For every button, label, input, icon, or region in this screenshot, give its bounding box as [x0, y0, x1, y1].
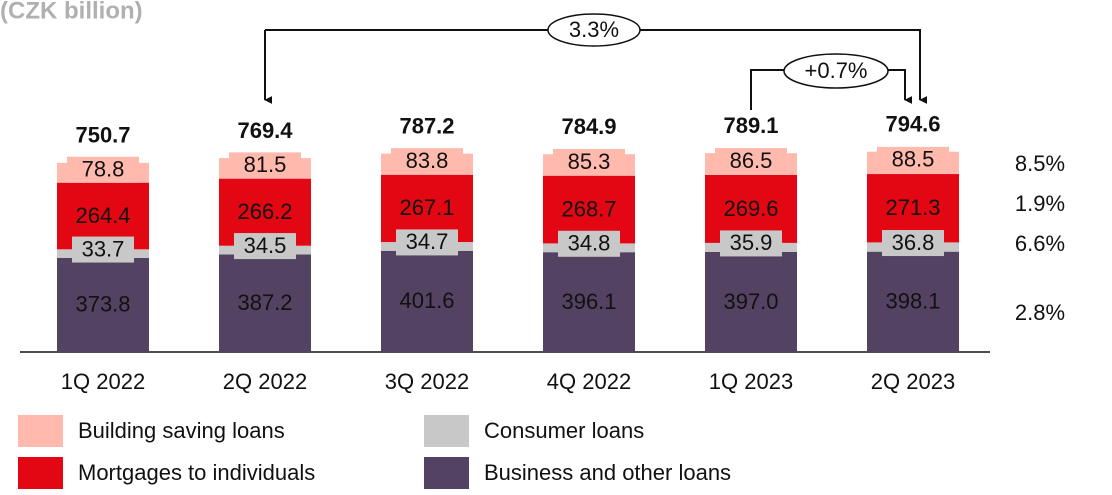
x-tick-label: 2Q 2023: [871, 369, 955, 394]
label-box: [882, 230, 944, 257]
label-box: [391, 148, 463, 175]
legend-swatch: [18, 457, 63, 489]
label-box: [72, 236, 134, 263]
total-label: 789.1: [723, 113, 778, 138]
chart-title: (CZK billion): [0, 0, 143, 24]
value-label: 387.2: [237, 290, 292, 315]
label-box: [396, 229, 458, 256]
label-box: [553, 148, 625, 175]
value-label: 34.7: [406, 229, 449, 254]
value-label: 268.7: [561, 196, 616, 221]
value-label: 35.9: [730, 230, 773, 255]
x-tick-label: 3Q 2022: [385, 369, 469, 394]
legend-label: Consumer loans: [484, 418, 644, 443]
legend-swatch: [424, 415, 469, 447]
legend-swatch: [18, 415, 63, 447]
total-label: 787.2: [399, 113, 454, 138]
value-label: 34.5: [244, 233, 287, 258]
bar-segment: [57, 257, 149, 352]
value-label: 264.4: [75, 203, 130, 228]
value-label: 36.8: [892, 230, 935, 255]
label-box: [877, 146, 949, 173]
value-label: 373.8: [75, 292, 130, 317]
change-label: 8.5%: [1015, 151, 1065, 176]
legend-label: Business and other loans: [484, 460, 731, 485]
arrow: [265, 29, 928, 104]
legend-label: Mortgages to individuals: [78, 460, 315, 485]
value-label: 81.5: [244, 152, 287, 177]
bar-segment: [867, 251, 959, 352]
value-label: 267.1: [399, 195, 454, 220]
value-label: 398.1: [885, 289, 940, 314]
label-box: [715, 148, 787, 175]
value-label: 266.2: [237, 199, 292, 224]
label-box: [234, 233, 296, 260]
value-label: 401.6: [399, 288, 454, 313]
label-box: [229, 152, 301, 179]
legend-swatch: [424, 457, 469, 489]
value-label: 83.8: [406, 148, 449, 173]
value-label: 34.8: [568, 231, 611, 256]
value-label: 86.5: [730, 148, 773, 173]
annotation-bubble: [547, 13, 641, 47]
bar-segment: [381, 250, 473, 352]
value-label: 88.5: [892, 147, 935, 172]
legend-label: Building saving loans: [78, 418, 285, 443]
x-tick-label: 1Q 2023: [709, 369, 793, 394]
value-label: 397.0: [723, 289, 778, 314]
label-box: [67, 156, 139, 183]
x-tick-label: 1Q 2022: [61, 369, 145, 394]
total-label: 794.6: [885, 112, 940, 137]
annotation-bubble: [783, 53, 889, 89]
annotation: 3.3%: [569, 17, 619, 42]
bar-segment: [543, 252, 635, 352]
annotation: +0.7%: [805, 58, 868, 83]
x-tick-label: 2Q 2022: [223, 369, 307, 394]
total-label: 769.4: [237, 118, 293, 143]
label-box: [720, 230, 782, 257]
change-label: 2.8%: [1015, 300, 1065, 325]
bar-segment: [219, 254, 311, 352]
value-label: 271.3: [885, 195, 940, 220]
total-label: 750.7: [75, 123, 130, 148]
label-box: [558, 230, 620, 257]
value-label: 78.8: [82, 157, 125, 182]
change-label: 1.9%: [1015, 191, 1065, 216]
value-label: 269.6: [723, 196, 778, 221]
x-tick-label: 4Q 2022: [547, 369, 631, 394]
bar-segment: [705, 251, 797, 352]
value-label: 396.1: [561, 289, 616, 314]
value-label: 33.7: [82, 236, 125, 261]
value-label: 85.3: [568, 149, 611, 174]
change-label: 6.6%: [1015, 231, 1065, 256]
total-label: 784.9: [561, 114, 616, 139]
